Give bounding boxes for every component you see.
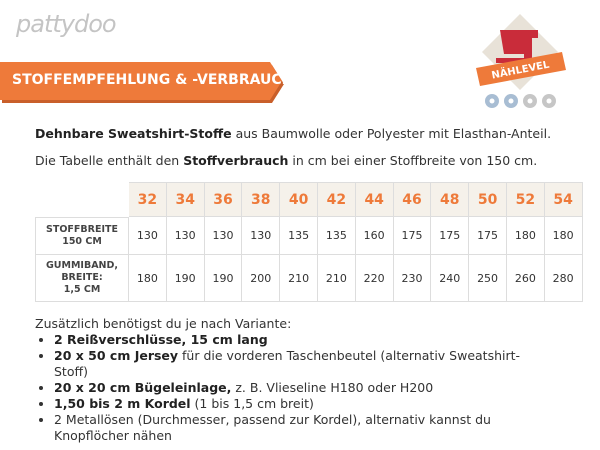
text-after: aus Baumwolle oder Polyester mit Elastha… — [231, 126, 552, 141]
row-label: STOFFBREITE 150 CM — [35, 217, 129, 255]
intro-line: Die Tabelle enthält den Stoffverbrauch i… — [35, 153, 537, 168]
cell: 230 — [393, 255, 432, 302]
table-row: STOFFBREITE 150 CM 130 130 130 130 135 135 160 17… — [35, 217, 583, 255]
size: 46 — [393, 182, 432, 217]
text-after: z. B. Vlieseline H180 oder H200 — [231, 380, 434, 395]
text-bold: Stoffverbrauch — [183, 153, 289, 168]
cell: 180 — [506, 217, 545, 255]
text-after: in cm bei einer Stoffbreite von 150 cm. — [288, 153, 538, 168]
size: 36 — [204, 182, 243, 217]
text-after: (1 bis 1,5 cm breit) — [190, 396, 314, 411]
cell: 200 — [242, 255, 281, 302]
intro-line: Dehnbare Sweatshirt-Stoffe aus Baumwolle… — [35, 126, 551, 141]
text-after: 2 Metallösen (Durchmesser, passend zur K… — [54, 412, 491, 443]
size: 52 — [506, 182, 545, 217]
cell: 210 — [317, 255, 356, 302]
row-label: GUMMIBAND, BREITE: 1,5 CM — [35, 255, 129, 302]
extras-item: 20 x 50 cm Jersey für die vorderen Tasch… — [54, 348, 524, 380]
row-label-line: BREITE: — [61, 272, 103, 283]
table-row: GUMMIBAND, BREITE: 1,5 CM 180 190 190 200 210 21… — [35, 255, 583, 302]
extras-item: 2 Reißverschlüsse, 15 cm lang — [54, 332, 524, 348]
cell: 210 — [280, 255, 318, 302]
text-bold: 1,50 bis 2 m Kordel — [54, 396, 191, 411]
cell: 180 — [129, 255, 167, 302]
size: 34 — [166, 182, 205, 217]
text-before: Die Tabelle enthält den — [35, 153, 184, 168]
row-label-line: 1,5 CM — [63, 284, 101, 295]
size: 38 — [242, 182, 281, 217]
text-bold: 20 x 20 cm Bügeleinlage, — [54, 380, 232, 395]
size: 42 — [317, 182, 356, 217]
cell: 160 — [355, 217, 394, 255]
size: 54 — [544, 182, 583, 217]
header-row: 32 34 36 38 40 42 44 46 48 50 52 54 — [35, 182, 583, 217]
row-label-line: GUMMIBAND, — [46, 260, 118, 271]
cell: 130 — [204, 217, 243, 255]
extras-item: 1,50 bis 2 m Kordel (1 bis 1,5 cm breit) — [54, 396, 524, 412]
text-after: für die vorderen Taschenbeutel (alternat… — [54, 348, 521, 379]
badge: NÄHLEVEL — [476, 14, 566, 90]
text-bold: Dehnbare Sweatshirt-Stoffe — [35, 126, 232, 141]
text-bold: 2 Reißverschlüsse, 15 cm lang — [54, 332, 268, 347]
cell: 175 — [469, 217, 507, 255]
size: 40 — [280, 182, 318, 217]
cell: 250 — [469, 255, 507, 302]
banner — [0, 62, 282, 100]
cell: 130 — [166, 217, 205, 255]
cell: 240 — [431, 255, 470, 302]
banner-title: STOFFEMPFEHLUNG & -VERBRAUCH — [12, 72, 294, 88]
cell: 280 — [544, 255, 583, 302]
cell: 130 — [129, 217, 167, 255]
cell: 175 — [393, 217, 432, 255]
extras-list: 2 Reißverschlüsse, 15 cm lang20 x 50 cm … — [40, 332, 524, 444]
logo: pattydoo — [16, 10, 117, 38]
cell: 220 — [355, 255, 394, 302]
corner — [35, 182, 129, 217]
cell: 135 — [317, 217, 356, 255]
row-label-line: STOFFBREITE — [46, 224, 118, 235]
cell: 190 — [166, 255, 205, 302]
size-table: 32 34 36 38 40 42 44 46 48 50 52 54 STOFFBREITE 150 C… — [35, 182, 583, 302]
extras-item: 20 x 20 cm Bügeleinlage, z. B. Vlieselin… — [54, 380, 524, 396]
extras-item: 2 Metallösen (Durchmesser, passend zur K… — [54, 412, 524, 444]
size: 50 — [469, 182, 507, 217]
extras-intro: Zusätzlich benötigst du je nach Variante… — [35, 316, 292, 331]
cell: 190 — [204, 255, 243, 302]
cell: 135 — [280, 217, 318, 255]
row-label-line: 150 CM — [62, 236, 102, 247]
cell: 260 — [506, 255, 545, 302]
text-bold: 20 x 50 cm Jersey — [54, 348, 179, 363]
size: 44 — [355, 182, 394, 217]
cell: 180 — [544, 217, 583, 255]
decorations: NÄHLEVEL — [0, 14, 566, 108]
cell: 130 — [242, 217, 281, 255]
level-dots — [485, 94, 556, 108]
cell: 175 — [431, 217, 470, 255]
size: 48 — [431, 182, 470, 217]
size: 32 — [129, 182, 167, 217]
